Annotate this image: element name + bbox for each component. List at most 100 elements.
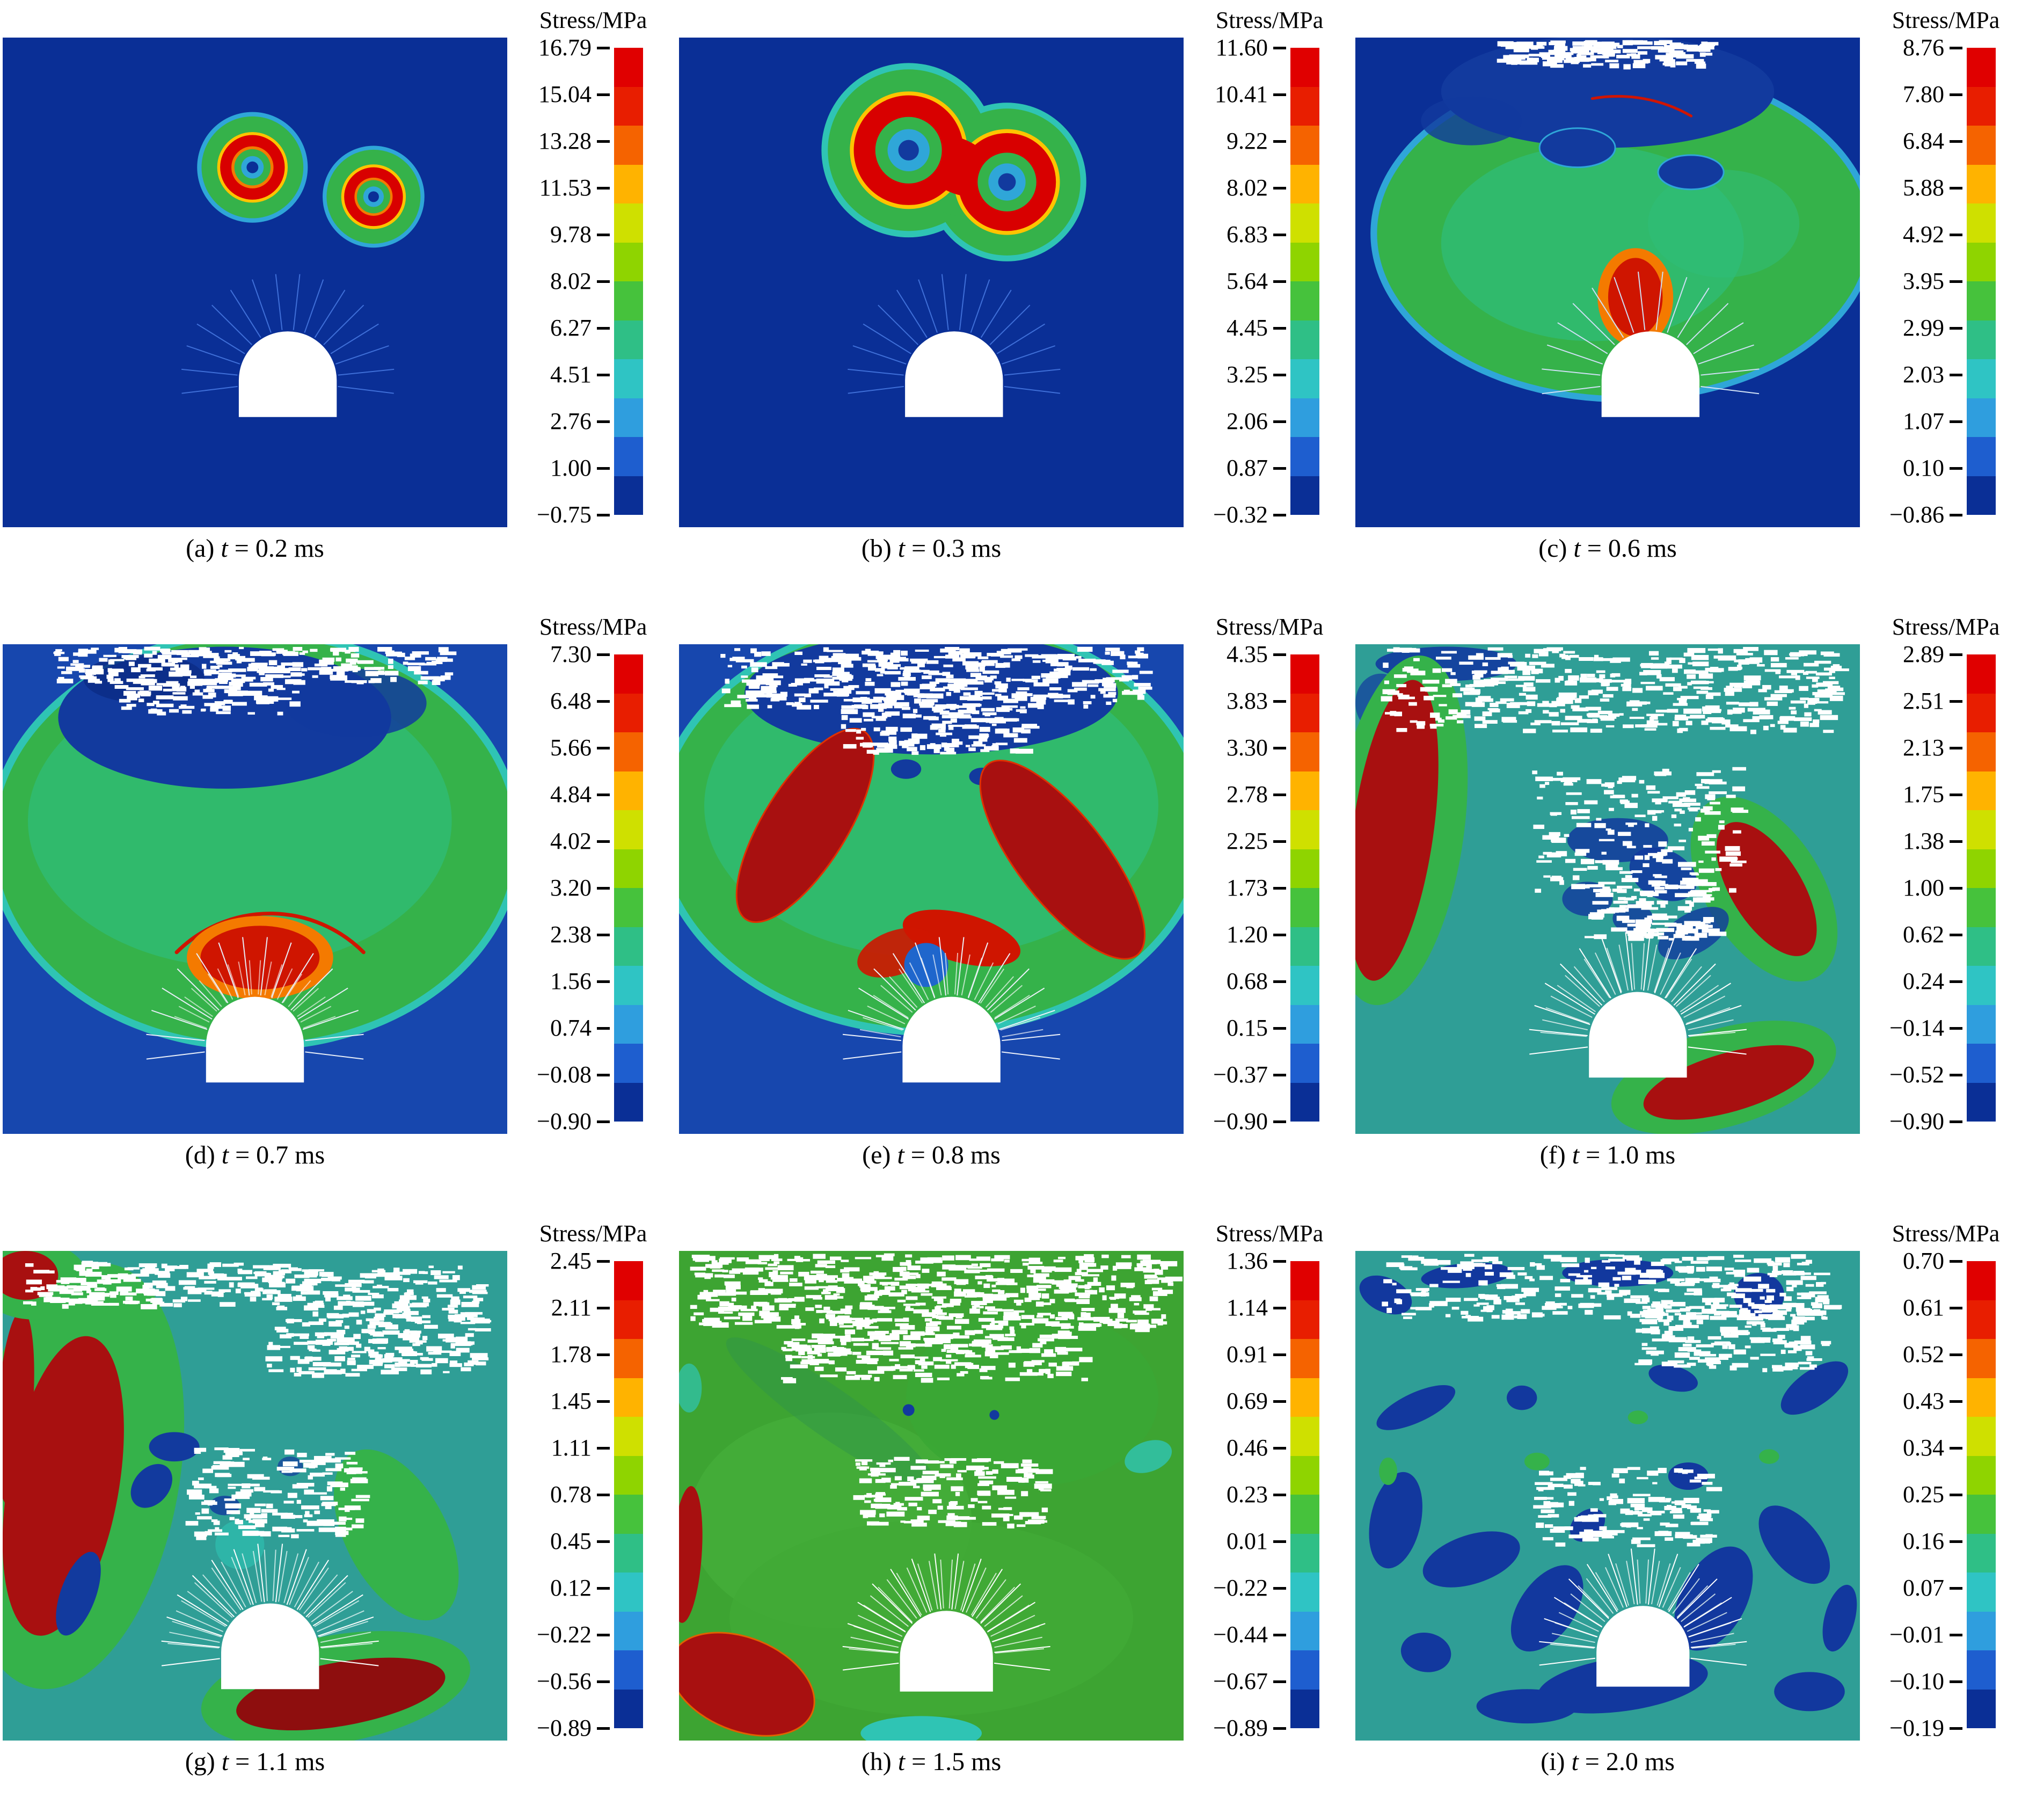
colorbar-tick-mark [1273, 513, 1286, 516]
colorbar-band [614, 966, 643, 1005]
panel-caption: (a) t = 0.2 ms [186, 534, 324, 563]
plot-column: (c) t = 0.6 ms [1353, 0, 1863, 607]
tunnel-cavity [221, 1603, 319, 1690]
colorbar-band [614, 1339, 643, 1378]
colorbar-tick-value: 7.80 [1903, 81, 1944, 107]
colorbar-scale [1967, 654, 1996, 1122]
stress-blob [679, 1486, 703, 1623]
panel-caption: (f) t = 1.0 ms [1539, 1141, 1676, 1169]
colorbar-band [1967, 126, 1996, 165]
colorbar-band [1967, 476, 1996, 515]
colorbar-tick-mark [1950, 46, 1962, 49]
colorbar-band [1967, 359, 1996, 398]
colorbar-tick: 0.45 [550, 1530, 610, 1553]
colorbar-band [1967, 48, 1996, 87]
colorbar-band [614, 927, 643, 966]
colorbar-tick-value: 6.83 [1227, 221, 1268, 247]
colorbar-band [1290, 1261, 1319, 1300]
colorbar-tick-mark [1950, 933, 1962, 936]
tunnel-cavity [1596, 1606, 1690, 1687]
colorbar-tick-value: 1.56 [550, 968, 592, 994]
colorbar-band [1290, 476, 1319, 515]
stress-blob [1359, 1275, 1412, 1315]
colorbar-tick-value: 16.79 [538, 34, 592, 61]
colorbar-tick-mark [1273, 1633, 1286, 1636]
colorbar-tick-value: 0.46 [1227, 1435, 1268, 1461]
stress-blob [1774, 1672, 1845, 1712]
colorbar-tick: 2.89 [1903, 643, 1962, 666]
panel-caption: (e) t = 0.8 ms [862, 1141, 1001, 1169]
colorbar-scale [1290, 1261, 1319, 1728]
colorbar-band [1290, 654, 1319, 694]
field-background [3, 38, 507, 527]
colorbar-band [614, 732, 643, 771]
colorbar-tick: 0.24 [1903, 970, 1962, 993]
colorbar-band [1967, 1378, 1996, 1417]
colorbar-tick-value: 1.00 [550, 455, 592, 481]
colorbar-tick-value: 1.14 [1227, 1294, 1268, 1321]
colorbar-tick-mark [1950, 886, 1962, 890]
colorbar-title: Stress/MPa [1892, 1220, 2000, 1247]
colorbar-title: Stress/MPa [1215, 614, 1324, 640]
colorbar-tick-value: 0.12 [550, 1575, 592, 1601]
colorbar-tick: 0.25 [1903, 1483, 1962, 1506]
colorbar-tick-mark [597, 700, 610, 703]
colorbar-band [1967, 1455, 1996, 1495]
tunnel-cavity [1589, 992, 1687, 1078]
colorbar-band [1967, 164, 1996, 203]
damage-speckles [720, 646, 1153, 710]
colorbar-band [1290, 1689, 1319, 1728]
colorbar-tick: 4.92 [1903, 223, 1962, 246]
colorbar-tick-mark [1950, 1586, 1962, 1590]
colorbar-tick: 4.84 [550, 783, 610, 806]
colorbar-band [1967, 1417, 1996, 1456]
colorbar-band [614, 359, 643, 398]
colorbar-tick-mark [1950, 1493, 1962, 1496]
colorbar-band [1967, 203, 1996, 243]
panel-caption: (g) t = 1.1 ms [185, 1748, 325, 1776]
plot-column: (f) t = 1.0 ms [1353, 607, 1863, 1213]
colorbar-tick: 11.60 [1216, 36, 1286, 60]
colorbar-ticks: 7.30 6.48 5.66 4.84 4.02 3.20 2.38 1.56 0.74 −0.0… [511, 643, 614, 1133]
colorbar-tick-value: −0.19 [1889, 1715, 1944, 1741]
colorbar-tick: 0.12 [550, 1576, 610, 1600]
colorbar-tick-mark [1273, 326, 1286, 330]
colorbar-tick-value: 8.02 [1227, 174, 1268, 201]
colorbar-band [1290, 810, 1319, 849]
colorbar-band [1290, 1495, 1319, 1534]
colorbar-tick: 3.30 [1227, 736, 1286, 760]
colorbar-tick-mark [1273, 1400, 1286, 1403]
colorbar: Stress/MPa 11.60 10.41 9.22 8.02 6.83 5.64 4.45… [1187, 0, 1352, 607]
colorbar-tick-mark [597, 513, 610, 516]
colorbar-tick-mark [1950, 1633, 1962, 1636]
colorbar-ticks: 1.36 1.14 0.91 0.69 0.46 0.23 0.01 −0.22 −0.44 −0… [1187, 1249, 1290, 1740]
colorbar-band [1290, 164, 1319, 203]
colorbar-body: 1.36 1.14 0.91 0.69 0.46 0.23 0.01 −0.22 −0.44 −0… [1187, 1249, 1352, 1740]
colorbar-tick: 4.51 [550, 363, 610, 387]
colorbar-band [1967, 888, 1996, 927]
colorbar-tick-mark [1950, 1306, 1962, 1309]
colorbar-tick-mark [597, 93, 610, 96]
colorbar-tick-mark [1273, 700, 1286, 703]
colorbar-scale [1290, 48, 1319, 515]
colorbar-tick-mark [597, 1120, 610, 1123]
colorbar: Stress/MPa 4.35 3.83 3.30 2.78 2.25 1.73 1.20 0.… [1187, 607, 1352, 1213]
colorbar-band [614, 1300, 643, 1339]
colorbar-band [1967, 693, 1996, 732]
colorbar-tick: 0.61 [1903, 1296, 1962, 1320]
colorbar-tick: 2.03 [1903, 363, 1962, 387]
colorbar-body: 0.70 0.61 0.52 0.43 0.34 0.25 0.16 0.07 −0.01 −0.… [1864, 1249, 2028, 1740]
panel-caption: (b) t = 0.3 ms [861, 534, 1002, 563]
stress-blob [1643, 1045, 1814, 1120]
colorbar-tick-mark [1950, 420, 1962, 423]
colorbar-tick-mark [1950, 1540, 1962, 1543]
colorbar-band [1967, 732, 1996, 771]
stress-blob [1716, 822, 1817, 956]
colorbar-tick-mark [1273, 1540, 1286, 1543]
colorbar-tick-mark [1273, 840, 1286, 843]
colorbar-tick: 16.79 [538, 36, 610, 60]
stress-blob [679, 1363, 702, 1413]
stress-contour-plot [1355, 1251, 1860, 1741]
colorbar: Stress/MPa 0.70 0.61 0.52 0.43 0.34 0.25 0.16 0.… [1864, 1213, 2028, 1820]
colorbar-tick-mark [1273, 1120, 1286, 1123]
